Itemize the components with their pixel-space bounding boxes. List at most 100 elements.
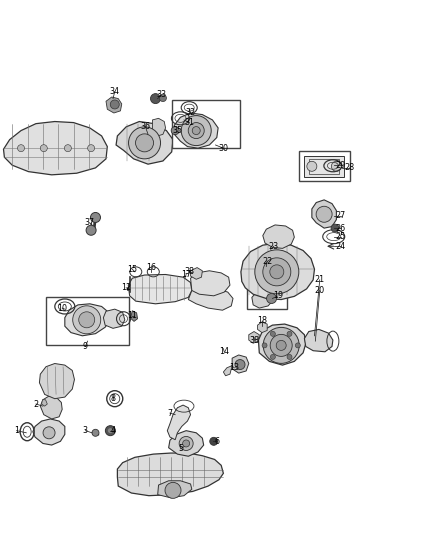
Polygon shape	[252, 290, 274, 308]
Polygon shape	[232, 355, 249, 373]
Polygon shape	[241, 243, 314, 300]
Circle shape	[287, 354, 292, 359]
Circle shape	[171, 126, 179, 135]
Text: 10: 10	[57, 304, 67, 312]
Text: 28: 28	[344, 164, 355, 172]
Polygon shape	[258, 324, 306, 365]
Circle shape	[108, 428, 113, 433]
Circle shape	[270, 354, 276, 359]
Circle shape	[192, 126, 200, 135]
Polygon shape	[304, 329, 333, 352]
Polygon shape	[4, 122, 107, 175]
Circle shape	[181, 116, 211, 146]
Text: 16: 16	[146, 263, 156, 272]
Circle shape	[332, 161, 341, 171]
Polygon shape	[191, 271, 230, 296]
Text: 36: 36	[141, 123, 150, 131]
Polygon shape	[131, 311, 138, 321]
Bar	[309, 159, 339, 174]
Polygon shape	[117, 453, 223, 496]
Circle shape	[295, 343, 300, 348]
Circle shape	[287, 332, 292, 336]
Polygon shape	[158, 481, 192, 498]
Bar	[127, 287, 132, 290]
Text: 24: 24	[336, 242, 346, 251]
Circle shape	[276, 341, 286, 350]
Polygon shape	[128, 274, 192, 304]
Text: 12: 12	[121, 284, 131, 292]
Polygon shape	[39, 364, 74, 399]
Text: 6: 6	[214, 437, 219, 446]
Circle shape	[43, 427, 55, 439]
Text: 7: 7	[167, 409, 173, 417]
Circle shape	[262, 343, 267, 348]
Text: 33: 33	[156, 91, 166, 99]
Text: 14: 14	[219, 348, 229, 356]
Polygon shape	[263, 225, 294, 248]
Text: 11: 11	[127, 311, 137, 320]
Circle shape	[165, 482, 181, 498]
Circle shape	[270, 334, 292, 357]
Text: 30: 30	[219, 144, 228, 152]
Text: 22: 22	[262, 257, 272, 265]
Text: 38: 38	[184, 268, 194, 276]
Circle shape	[110, 100, 119, 109]
Polygon shape	[223, 366, 232, 376]
Circle shape	[40, 144, 47, 152]
Text: 29: 29	[336, 161, 346, 169]
Text: 19: 19	[273, 292, 283, 300]
Circle shape	[316, 206, 332, 222]
Circle shape	[79, 312, 95, 328]
Circle shape	[263, 327, 299, 364]
Polygon shape	[174, 113, 218, 148]
Circle shape	[106, 426, 115, 435]
Text: 18: 18	[257, 317, 267, 325]
Text: 20: 20	[314, 286, 325, 295]
Circle shape	[307, 161, 317, 171]
Polygon shape	[42, 400, 47, 406]
Circle shape	[159, 94, 166, 102]
Circle shape	[270, 265, 284, 279]
Circle shape	[255, 250, 299, 294]
Circle shape	[91, 213, 100, 222]
Polygon shape	[188, 288, 233, 310]
Circle shape	[331, 224, 339, 232]
Bar	[172, 100, 240, 148]
Polygon shape	[312, 200, 336, 228]
Circle shape	[73, 306, 101, 334]
Polygon shape	[40, 396, 62, 419]
Circle shape	[188, 123, 204, 139]
Text: 3: 3	[83, 426, 88, 435]
Polygon shape	[103, 309, 125, 328]
Text: 38: 38	[250, 336, 260, 344]
Bar	[299, 151, 350, 181]
Circle shape	[151, 94, 160, 103]
Circle shape	[64, 144, 71, 152]
Circle shape	[88, 144, 95, 152]
Polygon shape	[191, 268, 202, 279]
Polygon shape	[249, 332, 259, 343]
Circle shape	[128, 127, 161, 159]
Circle shape	[179, 437, 193, 450]
Polygon shape	[169, 431, 204, 456]
Text: 4: 4	[110, 426, 116, 435]
Polygon shape	[65, 304, 110, 336]
Circle shape	[270, 332, 276, 336]
Circle shape	[267, 294, 276, 303]
Text: 27: 27	[336, 212, 346, 220]
Polygon shape	[167, 405, 191, 440]
Bar	[247, 288, 287, 309]
Polygon shape	[116, 122, 173, 164]
Circle shape	[263, 258, 291, 286]
Text: 31: 31	[184, 118, 194, 127]
Circle shape	[92, 429, 99, 437]
Polygon shape	[33, 419, 65, 445]
Polygon shape	[106, 97, 122, 113]
Text: 5: 5	[178, 445, 183, 453]
Circle shape	[86, 225, 96, 235]
Circle shape	[210, 437, 218, 446]
Circle shape	[235, 360, 245, 369]
Text: 1: 1	[14, 426, 19, 435]
Bar	[46, 297, 129, 345]
Text: 35: 35	[172, 126, 183, 135]
